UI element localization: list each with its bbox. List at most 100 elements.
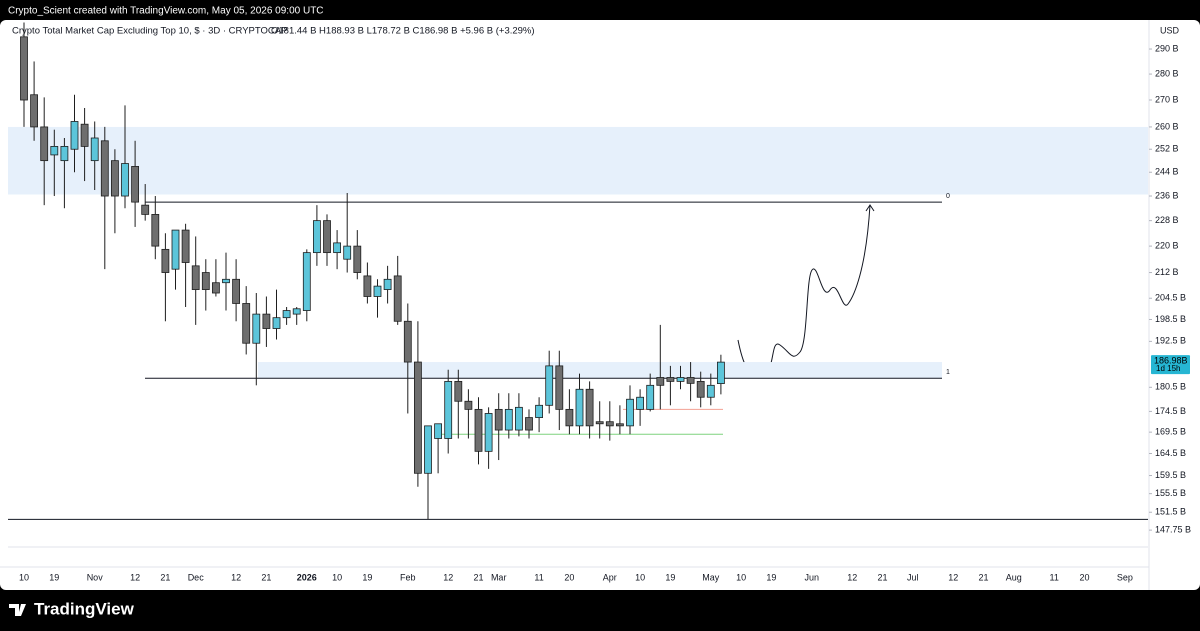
candle-body xyxy=(312,220,321,254)
candle-body xyxy=(111,160,119,197)
chart-title: Crypto Total Market Cap Excluding Top 10… xyxy=(12,26,287,37)
candle-body xyxy=(201,272,210,290)
candle-body xyxy=(272,317,281,329)
x-tick-label: 19 xyxy=(665,572,675,582)
x-tick-label: Apr xyxy=(603,572,617,582)
candle-body xyxy=(363,275,372,297)
candle-body xyxy=(252,313,261,344)
y-tick-label: 212 B xyxy=(1155,267,1179,277)
y-tick-label: 220 B xyxy=(1155,240,1179,250)
x-tick-label: Sep xyxy=(1117,572,1133,582)
candle-body xyxy=(494,408,503,431)
candle-body xyxy=(141,204,150,215)
candle-body xyxy=(646,384,655,410)
chart-background xyxy=(0,20,1200,590)
x-tick-label: 11 xyxy=(534,572,543,582)
candle-body xyxy=(515,406,523,431)
candle-body xyxy=(403,320,412,363)
candle-body xyxy=(656,377,665,386)
projection-arrow xyxy=(865,204,875,212)
candle-body xyxy=(20,36,28,101)
y-tick-label: 252 B xyxy=(1155,144,1179,154)
candle-body xyxy=(393,275,402,322)
candle-body xyxy=(232,278,241,304)
y-tick-label: 192.5 B xyxy=(1155,336,1186,346)
candle-body xyxy=(262,313,271,329)
x-tick-label: 12 xyxy=(231,572,241,582)
x-tick-label: 21 xyxy=(978,572,988,582)
x-tick-label: Mar xyxy=(491,572,507,582)
candle-body xyxy=(686,377,695,384)
x-tick-label: Aug xyxy=(1006,572,1022,582)
y-tick-label: 147.75 B xyxy=(1155,524,1191,534)
candle-body xyxy=(282,310,291,319)
candle-body xyxy=(383,278,392,290)
x-tick-label: 21 xyxy=(261,572,271,582)
candle-body xyxy=(181,229,190,263)
x-tick-label: Jul xyxy=(907,572,919,582)
x-tick-label: 21 xyxy=(473,572,483,582)
x-tick-label: 10 xyxy=(736,572,746,582)
logo: TradingView xyxy=(9,599,135,618)
candle-body xyxy=(191,265,200,290)
candle-body xyxy=(474,408,483,452)
candle-body xyxy=(292,308,301,315)
candle-body xyxy=(161,248,170,273)
candle-body xyxy=(60,146,69,162)
candle-body xyxy=(434,423,443,439)
y-tick-label: 270 B xyxy=(1155,94,1179,104)
byline: Crypto_Scient created with TradingView.c… xyxy=(8,6,324,17)
y-tick-label: 155.5 B xyxy=(1155,488,1186,498)
candle-body xyxy=(525,417,533,431)
y-tick-label: 174.5 B xyxy=(1155,406,1186,416)
candle-body xyxy=(706,384,715,398)
candle-body xyxy=(605,421,614,427)
candle-body xyxy=(535,404,543,418)
y-tick-label: 159.5 B xyxy=(1155,470,1186,480)
y-tick-label: 236 B xyxy=(1155,190,1179,200)
candle-body xyxy=(373,285,382,297)
logo-icon xyxy=(9,604,26,616)
candle-body xyxy=(333,242,342,254)
candle-body xyxy=(40,126,49,162)
x-tick-label: May xyxy=(702,572,720,582)
candle-body xyxy=(696,380,705,398)
candle-body xyxy=(242,303,251,344)
candle-body xyxy=(100,140,109,197)
y-tick-label: 280 B xyxy=(1155,68,1179,78)
y-tick-label: 198.5 B xyxy=(1155,314,1186,324)
y-tick-label: 260 B xyxy=(1155,121,1179,131)
currency: USD xyxy=(1160,25,1180,35)
x-tick-label: Feb xyxy=(400,572,416,582)
candle-body xyxy=(555,365,564,410)
level-label: 0 xyxy=(946,193,950,200)
y-tick-label: 228 B xyxy=(1155,215,1179,225)
candle-body xyxy=(70,121,79,150)
price-tag xyxy=(1151,355,1190,375)
candle-body xyxy=(585,388,594,427)
y-tick-label: 164.5 B xyxy=(1155,448,1186,458)
x-tick-label: 12 xyxy=(443,572,453,582)
candle-body xyxy=(545,365,554,406)
candle-body xyxy=(90,137,99,162)
y-tick-label: 290 B xyxy=(1155,43,1179,53)
x-tick-label: 10 xyxy=(635,572,645,582)
y-tick-label: 169.5 B xyxy=(1155,427,1186,437)
candle-body xyxy=(171,229,180,270)
x-tick-label: 21 xyxy=(160,572,170,582)
candle-body xyxy=(131,166,140,203)
x-tick-label: 2026 xyxy=(297,572,317,582)
x-tick-label: Dec xyxy=(188,572,205,582)
y-tick-label: 180.5 B xyxy=(1155,382,1186,392)
candle-body xyxy=(504,408,513,431)
candle-body xyxy=(424,425,432,474)
x-tick-label: 10 xyxy=(332,572,342,582)
x-tick-label: 21 xyxy=(877,572,887,582)
candle-body xyxy=(30,94,39,128)
candle-body xyxy=(464,400,473,410)
y-tick-label: 244 B xyxy=(1155,167,1179,177)
candle-body xyxy=(353,245,362,273)
x-tick-label: 11 xyxy=(1050,572,1059,582)
